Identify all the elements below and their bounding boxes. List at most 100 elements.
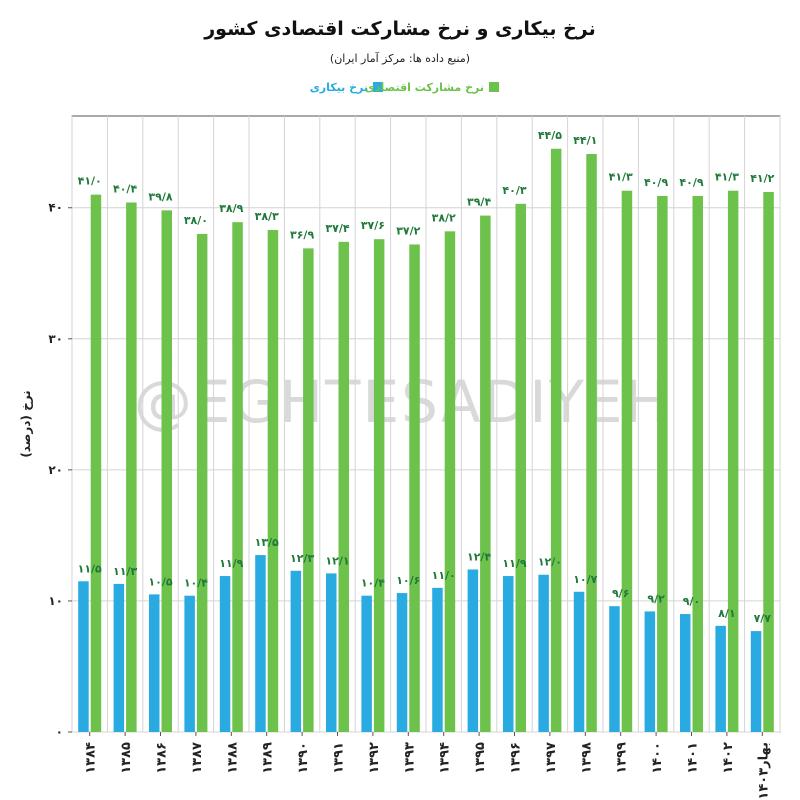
bar-unemployment — [432, 587, 443, 732]
data-label-participation: ۳۸/۳ — [255, 210, 279, 223]
x-tick-label: ۱۳۹۹ — [615, 742, 630, 774]
x-tick-label: ۱۳۹۴ — [438, 742, 453, 774]
data-label-unemployment: ۹/۲ — [647, 592, 665, 605]
bar-unemployment — [113, 583, 125, 732]
data-label-participation: ۴۱/۲ — [750, 172, 774, 185]
legend-label-unemployment: نرخ بیکاری — [310, 81, 368, 94]
y-tick-label: ۰ — [56, 725, 63, 739]
data-label-unemployment: ۱۱/۹ — [502, 557, 526, 570]
x-tick-label: ۱۳۸۷ — [190, 742, 205, 774]
bar-participation — [763, 192, 774, 732]
bar-participation — [126, 202, 137, 732]
bar-unemployment — [715, 625, 726, 732]
data-label-participation: ۳۸/۰ — [184, 214, 208, 227]
data-label-unemployment: ۱۱/۳ — [113, 565, 137, 578]
bar-participation — [303, 248, 314, 733]
data-label-unemployment: ۱۰/۴ — [361, 577, 385, 590]
chart-title: نرخ بیکاری و نرخ مشارکت اقتصادی کشور — [203, 18, 596, 40]
legend-swatch-unemployment — [373, 82, 383, 92]
data-label-participation: ۳۷/۶ — [361, 219, 385, 232]
bar-unemployment — [644, 611, 656, 732]
data-label-unemployment: ۱۰/۴ — [184, 577, 208, 590]
bar-participation — [480, 215, 491, 732]
bar-participation — [409, 244, 420, 732]
bar-unemployment — [361, 595, 372, 732]
data-label-participation: ۴۰/۴ — [113, 183, 137, 196]
bar-participation — [338, 241, 349, 732]
data-labels: ۱۱/۵ ۴۱/۰ ۱۱/۳ ۴۰/۴ ۱۰/۵ ۳۹/۸ ۱۰/۴ ۳۸/۰ ۱۱/۹ ۳۸/۹… — [78, 129, 775, 625]
legend-label-participation: نرخ مشارکت اقتصادی — [365, 81, 484, 94]
data-label-participation: ۴۴/۵ — [538, 129, 562, 142]
data-label-unemployment: ۱۲/۳ — [290, 552, 314, 565]
bar-participation — [515, 203, 526, 733]
bar-participation — [727, 190, 739, 732]
bars — [78, 148, 774, 733]
data-label-participation: ۳۷/۲ — [396, 224, 420, 237]
x-tick-label: ۱۳۹۳ — [402, 742, 417, 774]
grid — [71, 115, 781, 733]
bar-participation — [692, 195, 703, 733]
bar-unemployment — [467, 569, 479, 732]
x-tick-label: ۱۳۹۶ — [509, 742, 524, 774]
y-tick-label: ۱۰ — [48, 594, 63, 608]
bar-unemployment — [503, 576, 514, 732]
bar-participation — [267, 230, 279, 733]
legend: نرخ بیکاری نرخ مشارکت اقتصادی — [310, 81, 499, 94]
data-label-participation: ۴۱/۳ — [609, 171, 633, 184]
bar-participation — [373, 239, 385, 732]
bar-unemployment — [750, 631, 762, 732]
bar-unemployment — [149, 594, 160, 732]
x-tick-label: بهار۱۴۰۳ — [756, 742, 771, 800]
bar-unemployment — [680, 614, 691, 732]
x-tick-label: ۱۳۸۴ — [84, 742, 99, 774]
bar-unemployment — [219, 576, 231, 732]
bar-participation — [586, 154, 597, 732]
data-label-participation: ۳۸/۹ — [219, 202, 243, 215]
data-label-participation: ۳۹/۸ — [148, 190, 172, 203]
y-tick-label: ۳۰ — [48, 332, 63, 346]
legend-swatch-participation — [489, 82, 499, 92]
bar-participation — [90, 194, 102, 732]
x-tick-label: ۱۳۹۲ — [367, 742, 382, 774]
bar-unemployment — [609, 606, 620, 732]
data-label-participation: ۳۹/۴ — [467, 196, 491, 209]
bar-participation — [161, 210, 172, 732]
x-tick-label: ۱۳۹۱ — [332, 742, 347, 774]
bar-unemployment — [78, 581, 89, 732]
bar-unemployment — [184, 595, 195, 732]
y-tick-label: ۴۰ — [48, 201, 63, 215]
data-label-unemployment: ۷/۷ — [754, 612, 772, 625]
x-tick-label: ۱۳۸۵ — [119, 742, 134, 774]
bar-participation — [550, 148, 562, 732]
data-label-unemployment: ۱۱/۰ — [432, 569, 456, 582]
bar-participation — [232, 222, 243, 733]
data-label-unemployment: ۱۱/۵ — [78, 562, 102, 575]
bar-unemployment — [326, 573, 337, 732]
x-tick-label: ۱۴۰۲ — [721, 742, 736, 774]
x-tick-label: ۱۴۰۰ — [650, 742, 665, 774]
data-label-participation: ۳۷/۴ — [325, 222, 349, 235]
y-tick-label: ۲۰ — [48, 463, 63, 477]
x-tick-label: ۱۴۰۱ — [686, 742, 701, 774]
x-tick-label: ۱۳۹۰ — [296, 742, 311, 774]
data-label-participation: ۴۱/۳ — [715, 171, 739, 184]
bar-unemployment — [573, 591, 585, 732]
data-label-participation: ۴۱/۰ — [78, 175, 102, 188]
x-tick-label: ۱۳۹۵ — [473, 742, 488, 774]
data-label-unemployment: ۸/۱ — [718, 607, 735, 620]
data-label-participation: ۴۰/۹ — [644, 176, 668, 189]
data-label-unemployment: ۱۲/۱ — [325, 554, 349, 567]
bar-unemployment — [290, 570, 302, 732]
x-tick-label: ۱۳۹۷ — [544, 742, 559, 774]
bar-participation — [657, 195, 668, 733]
x-tick-label: ۱۳۸۸ — [225, 742, 240, 774]
chart-subtitle: (منبع داده ها: مرکز آمار ایران) — [330, 51, 470, 65]
y-axis-ticks: ۰ ۱۰ ۲۰ ۳۰ ۴۰ — [48, 201, 72, 739]
bar-participation — [621, 190, 633, 732]
data-label-participation: ۴۴/۱ — [573, 134, 597, 147]
x-tick-label: ۱۳۸۹ — [261, 742, 276, 774]
data-label-unemployment: ۹/۶ — [612, 587, 629, 600]
watermark: @EGHTESADIYEH — [134, 368, 670, 436]
data-label-unemployment: ۱۳/۵ — [255, 536, 279, 549]
